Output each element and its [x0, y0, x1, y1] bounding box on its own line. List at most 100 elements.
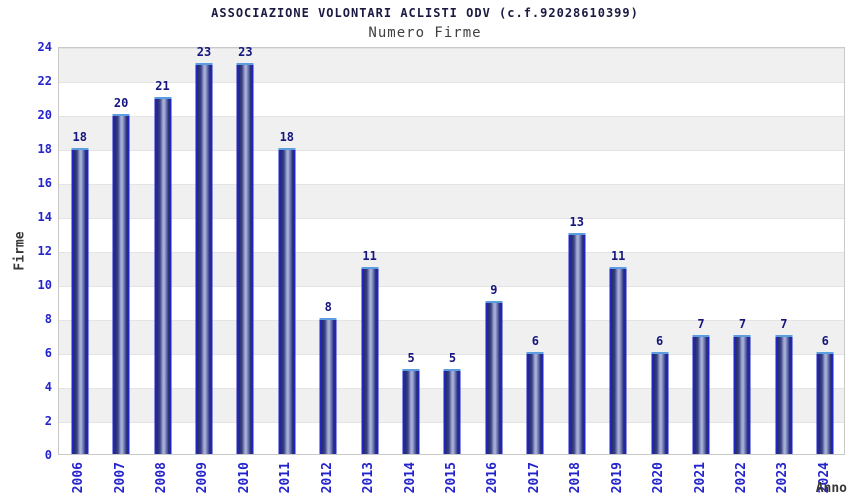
bar-2021[interactable] — [692, 335, 710, 454]
bar-2008[interactable] — [154, 97, 172, 454]
chart-subtitle: Numero Firme — [368, 25, 482, 41]
x-slot: 2007 — [99, 456, 140, 500]
x-tick-label-2008: 2008 — [154, 462, 170, 494]
bar-2022[interactable] — [733, 335, 751, 454]
bar-2014[interactable] — [402, 369, 420, 454]
bar-value-label: 11 — [362, 249, 377, 263]
bar-2007[interactable] — [112, 114, 130, 454]
x-tick-label-2014: 2014 — [402, 462, 418, 494]
bar-value-label: 6 — [531, 334, 539, 348]
bar-2011[interactable] — [278, 148, 296, 454]
y-tick-label: 20 — [37, 108, 52, 122]
bar-value-label: 9 — [490, 283, 498, 297]
bar-2009[interactable] — [195, 63, 213, 454]
bar-slot: 9 — [473, 48, 514, 454]
bar-2013[interactable] — [361, 267, 379, 454]
bar-value-label: 7 — [780, 317, 788, 331]
bar-value-label: 6 — [655, 334, 664, 348]
bar-value-label: 23 — [196, 45, 212, 59]
bar-slot: 18 — [59, 48, 100, 454]
x-slot: 2009 — [182, 456, 223, 500]
bar-slot: 23 — [225, 45, 266, 454]
x-slot: 2022 — [721, 456, 762, 500]
bar-slot: 20 — [100, 48, 141, 454]
y-tick-label: 2 — [44, 414, 52, 428]
bar-2020[interactable] — [651, 352, 669, 454]
x-slot: 2019 — [596, 456, 637, 500]
x-tick-label-2009: 2009 — [195, 462, 211, 494]
y-axis: 0 2 4 6 8 10 12 14 16 18 20 22 24 — [0, 40, 52, 462]
bar-slot: 7 — [722, 48, 763, 454]
x-slot: 2017 — [514, 456, 555, 500]
bar-value-label: 11 — [610, 249, 626, 263]
x-tick-label-2019: 2019 — [609, 462, 625, 494]
x-tick-label-2006: 2006 — [71, 462, 87, 494]
x-tick-label-2017: 2017 — [526, 462, 542, 494]
x-tick-label-2013: 2013 — [361, 462, 377, 494]
y-tick-label: 24 — [37, 40, 52, 54]
bar-value-label: 21 — [155, 79, 170, 93]
x-tick-label-2018: 2018 — [568, 462, 584, 494]
bar-2016[interactable] — [485, 301, 503, 454]
y-tick-label: 12 — [37, 244, 52, 258]
x-slot: 2011 — [265, 456, 306, 500]
y-tick-label: 22 — [37, 74, 52, 88]
bar-slot: 11 — [349, 48, 390, 454]
y-tick-label: 18 — [37, 142, 52, 156]
bar-slot: 5 — [390, 48, 431, 454]
bar-2018[interactable] — [568, 233, 586, 454]
bar-value-label: 18 — [279, 130, 295, 144]
bar-slot: 21 — [142, 48, 183, 454]
bar-slot: 8 — [308, 48, 349, 454]
bar-2023[interactable] — [775, 335, 793, 454]
x-slot: 2012 — [307, 456, 348, 500]
x-tick-label-2015: 2015 — [443, 462, 459, 494]
x-slot: 2008 — [141, 456, 182, 500]
bar-slot: 7 — [763, 48, 804, 454]
bar-2017[interactable] — [526, 352, 544, 454]
bar-slot: 7 — [680, 48, 721, 454]
x-axis-title: Anno — [815, 481, 847, 496]
bar-slot: 23 — [183, 45, 224, 454]
x-tick-label-2020: 2020 — [651, 462, 667, 494]
x-tick-label-2021: 2021 — [692, 462, 708, 494]
x-tick-label-2007: 2007 — [112, 462, 128, 494]
x-slot: 2015 — [431, 456, 472, 500]
bar-value-label: 5 — [407, 351, 415, 365]
bar-value-label: 5 — [448, 351, 457, 365]
x-tick-label-2023: 2023 — [775, 462, 791, 494]
bar-2012[interactable] — [319, 318, 337, 454]
x-slot: 2020 — [638, 456, 679, 500]
x-tick-label-2016: 2016 — [485, 462, 501, 494]
y-tick-label: 10 — [37, 278, 52, 292]
y-tick-label: 6 — [44, 346, 52, 360]
bar-value-label: 13 — [569, 215, 584, 229]
x-slot: 2010 — [224, 456, 265, 500]
y-tick-label: 4 — [44, 380, 52, 394]
bar-slot: 6 — [639, 48, 680, 454]
y-tick-label: 0 — [44, 448, 52, 462]
chart-title: ASSOCIAZIONE VOLONTARI ACLISTI ODV (c.f.… — [211, 6, 639, 20]
bar-2010[interactable] — [236, 63, 254, 454]
bar-value-label: 18 — [72, 130, 87, 144]
x-tick-label-2011: 2011 — [278, 462, 294, 494]
x-axis: 2006 2007 2008 2009 2010 2011 2012 2013 2014 2015… — [58, 456, 845, 500]
x-slot: 2023 — [762, 456, 803, 500]
x-tick-label-2012: 2012 — [319, 462, 335, 494]
bar-2006[interactable] — [71, 148, 89, 454]
bar-slot: 11 — [597, 48, 638, 454]
bar-value-label: 7 — [697, 317, 705, 331]
bar-value-label: 20 — [113, 96, 129, 110]
y-tick-label: 16 — [37, 176, 52, 190]
y-tick-label: 8 — [44, 312, 52, 326]
bar-2024[interactable] — [816, 352, 834, 454]
y-tick-label: 14 — [37, 210, 52, 224]
bar-2015[interactable] — [443, 369, 461, 454]
bar-2019[interactable] — [609, 267, 627, 454]
x-tick-label-2022: 2022 — [733, 462, 749, 494]
y-axis-title: Firme — [12, 231, 28, 271]
bar-slot: 13 — [556, 48, 597, 454]
bar-value-label: 23 — [238, 45, 253, 59]
plot-area: 18 20 21 23 23 18 8 11 5 5 9 6 13 11 6 7 7 7 6 — [58, 45, 845, 455]
